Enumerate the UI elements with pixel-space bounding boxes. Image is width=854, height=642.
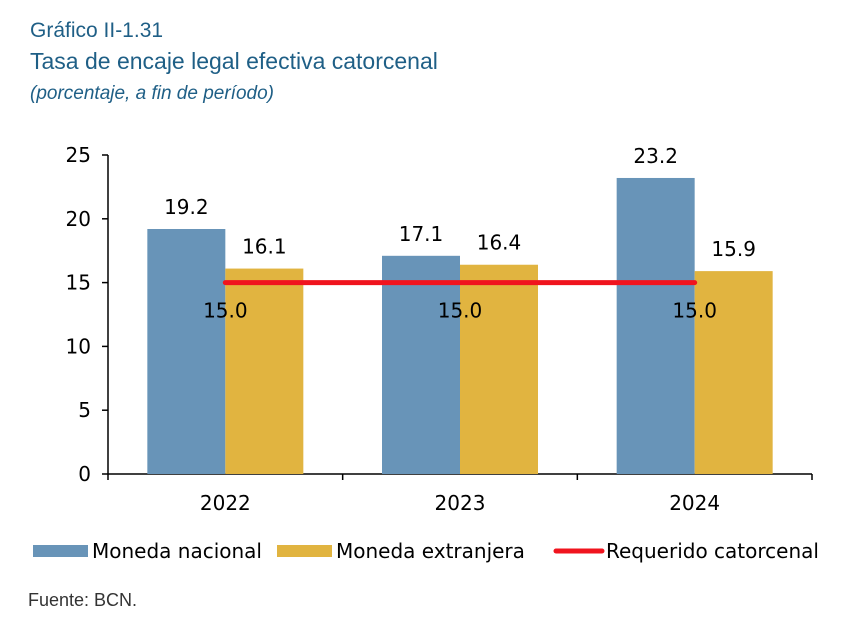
y-tick-label: 0 <box>78 462 91 486</box>
legend-label: Moneda nacional <box>92 539 262 563</box>
bar <box>616 177 695 474</box>
bar <box>147 229 226 474</box>
bar-value-label: 16.1 <box>242 235 287 259</box>
legend-swatch <box>33 545 88 557</box>
y-tick-label: 20 <box>66 207 91 231</box>
x-tick-label: 2024 <box>669 491 720 515</box>
line-value-label: 15.0 <box>438 299 483 323</box>
bar <box>460 264 538 474</box>
y-tick-label: 5 <box>78 398 91 422</box>
line-value-label: 15.0 <box>672 299 717 323</box>
y-tick-label: 10 <box>66 334 91 358</box>
legend-label: Requerido catorcenal <box>606 539 819 563</box>
bar-value-label: 15.9 <box>711 237 756 261</box>
legend-label: Moneda extranjera <box>336 539 525 563</box>
line-value-label: 15.0 <box>203 299 248 323</box>
chart-subtitle: (porcentaje, a fin de período) <box>30 83 274 104</box>
y-tick-label: 15 <box>66 271 91 295</box>
chart-kicker: Gráfico II-1.31 <box>30 19 164 42</box>
bar-value-label: 23.2 <box>633 144 678 168</box>
x-tick-label: 2022 <box>200 491 251 515</box>
y-tick-label: 25 <box>66 143 91 167</box>
bar <box>694 271 773 474</box>
bar-value-label: 19.2 <box>164 195 209 219</box>
chart-header: Gráfico II-1.31 Tasa de encaje legal efe… <box>30 18 438 107</box>
bar-value-label: 16.4 <box>477 231 522 255</box>
bar-value-label: 17.1 <box>399 222 444 246</box>
chart-title: Tasa de encaje legal efectiva catorcenal <box>30 48 438 74</box>
legend-swatch <box>277 545 332 557</box>
bar <box>382 255 460 474</box>
bar <box>225 268 304 474</box>
x-tick-label: 2023 <box>435 491 486 515</box>
source-note: Fuente: BCN. <box>28 590 138 610</box>
